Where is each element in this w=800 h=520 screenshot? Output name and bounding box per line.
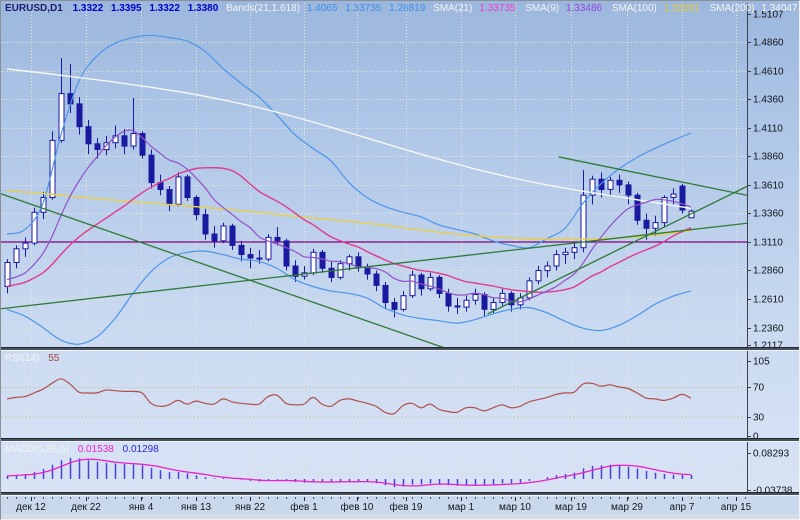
svg-text:дек 12: дек 12 — [16, 502, 46, 513]
svg-text:1.4610: 1.4610 — [753, 67, 784, 78]
svg-text:мар 19: мар 19 — [555, 502, 587, 513]
svg-text:мар 29: мар 29 — [611, 502, 643, 513]
svg-text:янв 13: янв 13 — [181, 502, 212, 513]
svg-text:мар 1: мар 1 — [448, 502, 475, 513]
macd-date-axis-divider[interactable] — [1, 492, 799, 496]
svg-text:1.2360: 1.2360 — [753, 324, 784, 335]
svg-text:1.4110: 1.4110 — [753, 124, 783, 135]
svg-text:1.3360: 1.3360 — [753, 209, 784, 220]
svg-text:0.08293: 0.08293 — [753, 449, 790, 460]
svg-text:-0.03738: -0.03738 — [753, 486, 793, 497]
svg-text:1.5107: 1.5107 — [753, 10, 784, 21]
svg-text:1.4860: 1.4860 — [753, 38, 784, 49]
svg-text:мар 10: мар 10 — [499, 502, 531, 513]
svg-text:1.3610: 1.3610 — [753, 181, 784, 192]
svg-text:30: 30 — [753, 413, 765, 424]
svg-text:фев 1: фев 1 — [290, 501, 318, 513]
svg-text:1.2860: 1.2860 — [753, 266, 784, 277]
svg-text:апр 7: апр 7 — [670, 502, 695, 513]
chart-background — [1, 1, 799, 496]
rsi-macd-pane-divider[interactable] — [1, 438, 799, 442]
svg-text:янв 4: янв 4 — [129, 502, 154, 513]
svg-text:0: 0 — [753, 432, 759, 443]
svg-text:1.4360: 1.4360 — [753, 95, 784, 106]
svg-text:дек 22: дек 22 — [71, 502, 101, 513]
svg-text:105: 105 — [753, 357, 770, 368]
svg-text:1.3110: 1.3110 — [753, 238, 783, 249]
date-axis-strip[interactable] — [1, 496, 799, 514]
svg-text:фев 10: фев 10 — [340, 501, 373, 513]
window-bottom-chrome — [1, 514, 799, 519]
svg-text:фев 19: фев 19 — [389, 501, 422, 513]
svg-text:1.2117: 1.2117 — [753, 341, 783, 352]
svg-text:1.2610: 1.2610 — [753, 295, 784, 306]
svg-text:янв 22: янв 22 — [235, 502, 266, 513]
svg-text:апр 15: апр 15 — [721, 502, 752, 513]
svg-text:1.3860: 1.3860 — [753, 152, 784, 163]
svg-text:70: 70 — [753, 383, 765, 394]
main-rsi-pane-divider[interactable] — [1, 347, 799, 351]
